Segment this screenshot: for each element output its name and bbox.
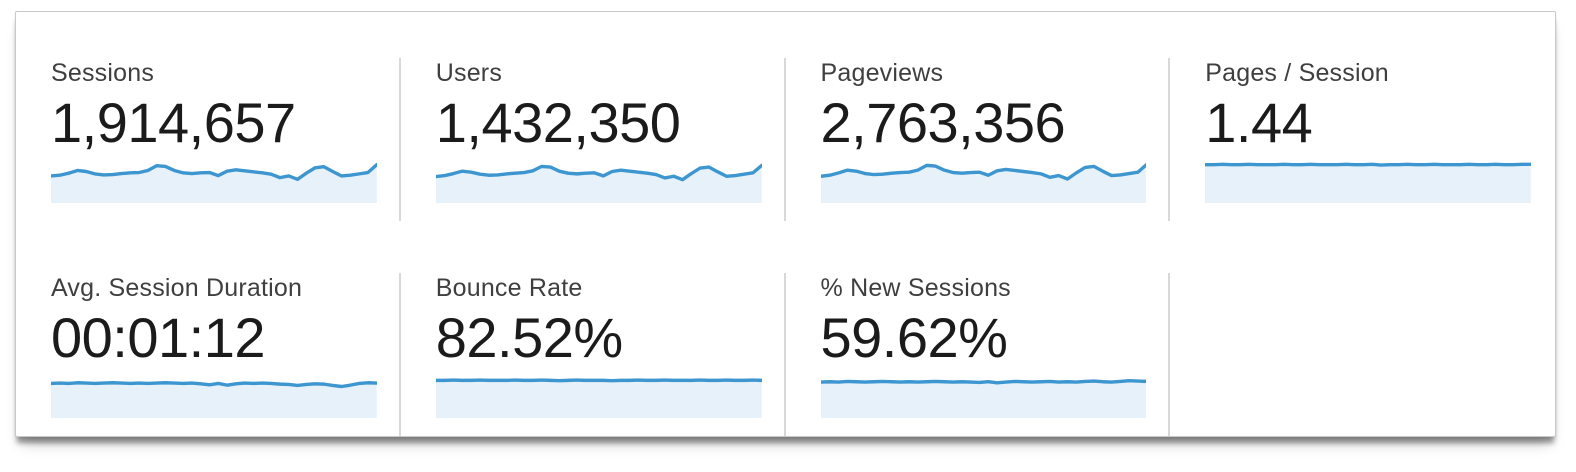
metric-tile-pageviews[interactable]: Pageviews 2,763,356 [820, 58, 1147, 203]
metric-tile-users[interactable]: Users 1,432,350 [435, 58, 762, 203]
metric-cell-empty [1170, 273, 1555, 418]
sparkline-chart-sessions [51, 163, 377, 203]
metric-cell-bounce-rate: Bounce Rate 82.52% [401, 273, 786, 436]
metric-value-avg-session-duration: 00:01:12 [51, 306, 265, 369]
sparkline-chart-users [435, 163, 762, 203]
metric-tile-sessions[interactable]: Sessions 1,914,657 [51, 58, 377, 203]
metric-label-pages-per-session: Pages / Session [1205, 59, 1389, 87]
metric-label-avg-session-duration: Avg. Session Duration [51, 274, 303, 302]
metric-label-pageviews: Pageviews [820, 59, 944, 87]
metric-label-sessions: Sessions [51, 59, 155, 87]
metric-value-sessions: 1,914,657 [51, 91, 296, 154]
metric-tile-new-sessions[interactable]: % New Sessions 59.62% [820, 273, 1147, 418]
metric-cell-avg-session-duration: Avg. Session Duration 00:01:12 [16, 273, 401, 436]
sparkline-chart-pages-per-session [1205, 162, 1531, 203]
metric-tile-bounce-rate[interactable]: Bounce Rate 82.52% [435, 273, 762, 418]
metric-cell-users: Users 1,432,350 [401, 58, 786, 221]
metric-label-users: Users [435, 59, 503, 87]
metrics-overview-panel: Sessions 1,914,657 Users 1,432,350 Pagev… [15, 11, 1556, 437]
metric-label-new-sessions: % New Sessions [820, 274, 1011, 302]
metric-label-bounce-rate: Bounce Rate [435, 274, 583, 302]
metric-tile-pages-per-session[interactable]: Pages / Session 1.44 [1205, 58, 1531, 203]
metric-cell-sessions: Sessions 1,914,657 [16, 58, 401, 221]
metric-cell-pageviews: Pageviews 2,763,356 [786, 58, 1171, 221]
sparkline-chart-bounce-rate [435, 378, 762, 418]
sparkline-chart-avg-session-duration [51, 381, 377, 418]
metric-cell-pages-per-session: Pages / Session 1.44 [1170, 58, 1555, 203]
metric-value-new-sessions: 59.62% [820, 306, 1008, 369]
metric-value-users: 1,432,350 [435, 91, 681, 154]
metric-value-pageviews: 2,763,356 [820, 91, 1066, 154]
metric-value-bounce-rate: 82.52% [435, 306, 623, 369]
sparkline-chart-new-sessions [820, 379, 1147, 418]
metric-tile-avg-session-duration[interactable]: Avg. Session Duration 00:01:12 [51, 273, 377, 418]
metrics-grid: Sessions 1,914,657 Users 1,432,350 Pagev… [16, 58, 1555, 436]
metric-cell-new-sessions: % New Sessions 59.62% [786, 273, 1171, 436]
sparkline-chart-pageviews [820, 162, 1147, 203]
metric-value-pages-per-session: 1.44 [1205, 91, 1313, 154]
